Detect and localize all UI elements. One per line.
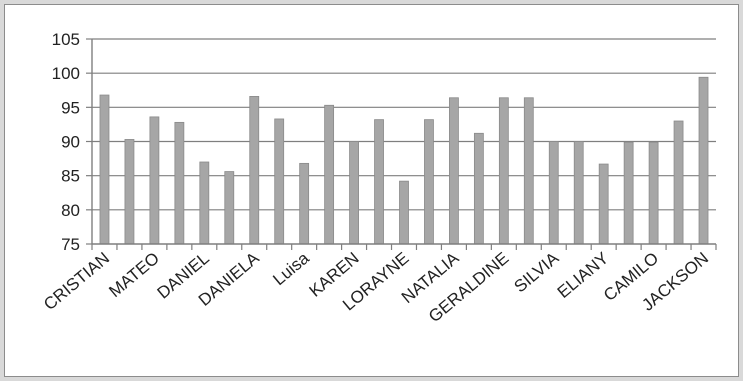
- bar: [224, 171, 235, 245]
- bar: [673, 120, 684, 245]
- bar: [199, 161, 210, 245]
- bar: [424, 119, 434, 245]
- x-category-label: CRISTIAN: [40, 249, 113, 315]
- y-tick-labels: 75 80 85 90 95 100 105: [52, 30, 80, 254]
- y-tick-label: 75: [61, 235, 80, 254]
- y-tick-label: 80: [61, 201, 80, 220]
- bar: [274, 118, 285, 245]
- x-category-label: MATEO: [105, 249, 163, 302]
- y-tick-label: 95: [61, 98, 80, 117]
- bar: [174, 121, 185, 245]
- bar: [324, 104, 335, 245]
- gridlines: [92, 38, 716, 211]
- bar: [399, 180, 409, 245]
- bar: [498, 97, 509, 245]
- bar: [598, 163, 609, 245]
- bar: [349, 141, 359, 245]
- bar: [124, 139, 135, 245]
- bar: [299, 162, 310, 245]
- bar: [648, 141, 659, 245]
- y-tick-label: 90: [61, 133, 80, 152]
- bar: [374, 119, 384, 245]
- bar: [573, 141, 584, 245]
- bar: [623, 141, 634, 245]
- bar: [449, 97, 459, 245]
- bar: [249, 96, 260, 245]
- x-category-label: Luisa: [269, 248, 313, 289]
- bar: [473, 132, 484, 245]
- bar: [149, 116, 160, 245]
- bar: [548, 141, 559, 245]
- chart-frame: 75 80 85 90 95 100 105 CRISTIAN MATEO DANIEL DANI…: [4, 4, 739, 377]
- y-tick-label: 100: [52, 64, 80, 83]
- bar: [523, 97, 534, 245]
- y-tick-label: 85: [61, 167, 80, 186]
- y-tick-label: 105: [52, 30, 80, 49]
- bar-chart: 75 80 85 90 95 100 105 CRISTIANMATEODANIELDANI…: [40, 30, 717, 326]
- bars: [99, 76, 709, 245]
- bar: [698, 76, 709, 245]
- bar: [99, 94, 110, 245]
- axes: [86, 38, 717, 250]
